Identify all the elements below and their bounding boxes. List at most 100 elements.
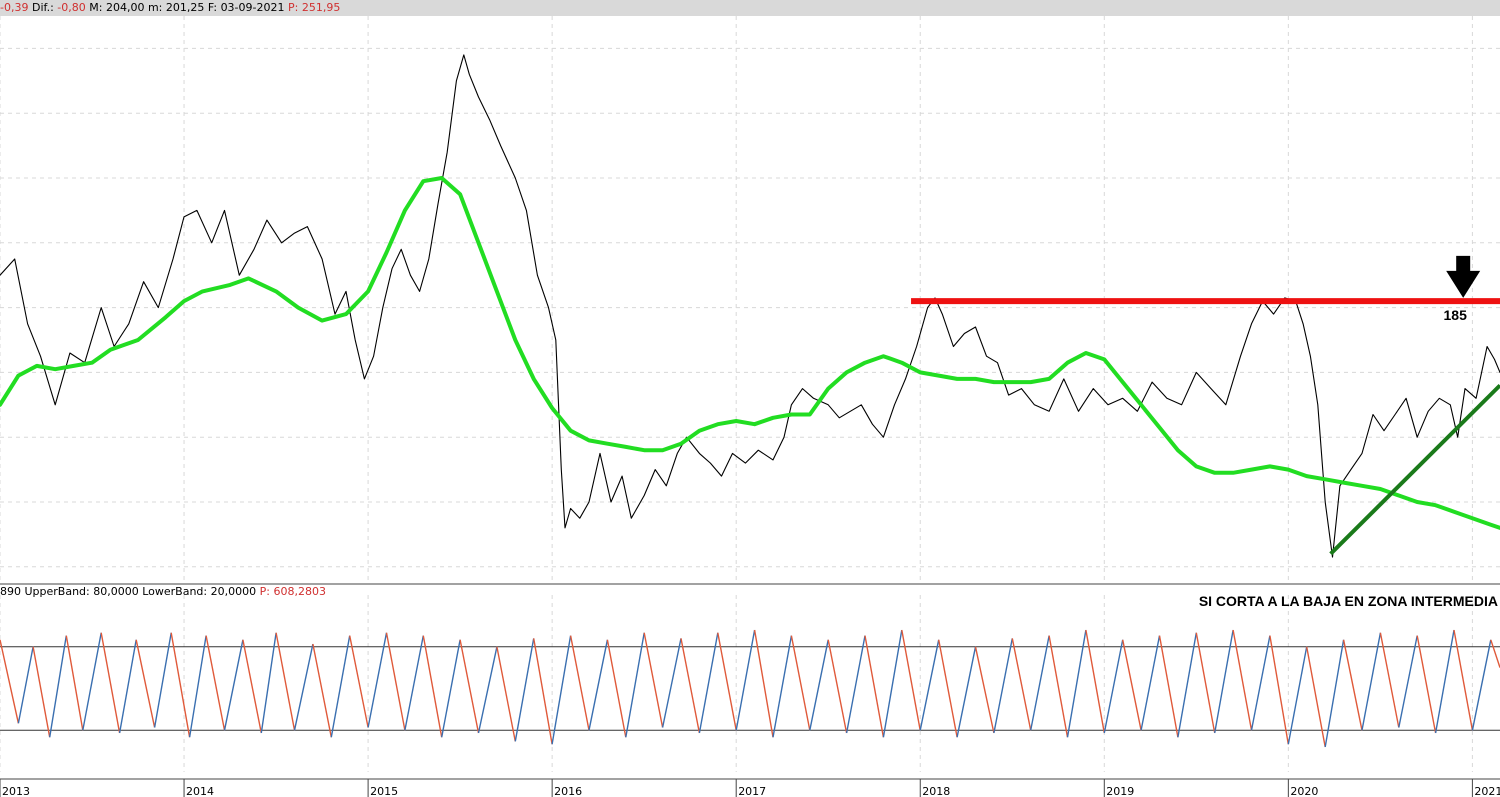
oscillator-segment (1490, 639, 1500, 668)
annotations-group (911, 255, 1500, 556)
x-tick-label: 2021 (1474, 785, 1500, 797)
oscillator-segment (533, 638, 553, 745)
max-value: 204,00 (105, 1, 145, 14)
oscillator-segment (1103, 639, 1124, 734)
oscillator-segment (1158, 635, 1179, 738)
oscillator-segment (82, 632, 102, 731)
oscillator-segment (242, 639, 262, 734)
max-label: M: (89, 1, 103, 14)
oscillator-segment (330, 635, 351, 738)
oscillator-segment (17, 646, 34, 724)
oscillator-segment (1140, 635, 1161, 731)
oscillator-segment (882, 629, 903, 738)
oscillator-segment (404, 635, 424, 731)
oscillator-grid (0, 595, 1500, 780)
oscillator-segment (477, 646, 498, 734)
oscillator-segment (1416, 635, 1437, 734)
variation-value: -0,39 (0, 1, 29, 14)
arrow-label: 185 (1444, 307, 1468, 323)
oscillator-segment (790, 635, 811, 731)
oscillator-segment (938, 639, 958, 738)
oscillator-segment (1287, 646, 1308, 745)
oscillator-segment (588, 639, 609, 731)
oscillator-segment (1085, 629, 1105, 734)
oscillator-segment (1214, 629, 1234, 734)
oscillator-segment (385, 632, 406, 731)
oscillator-segment (1011, 638, 1032, 731)
oscillator-segment (661, 638, 682, 728)
oscillator-segment (293, 643, 314, 731)
price-label: P: (288, 1, 299, 14)
oscillator-segment (349, 635, 369, 728)
oscillator-segment (1195, 632, 1216, 734)
date-value: 03-09-2021 (220, 1, 285, 14)
oscillator-segment (845, 635, 866, 734)
oscillator-segment (135, 639, 156, 728)
oscillator-segment (1232, 629, 1253, 731)
price-series-group (0, 54, 1500, 558)
oscillator-segment (827, 639, 848, 734)
oscillator-segment (717, 632, 737, 731)
oscillator-segment (205, 635, 226, 731)
oscillator-segment (1398, 635, 1418, 728)
x-tick-label: 2019 (1106, 785, 1134, 797)
price-value: 251,95 (301, 1, 341, 14)
oscillator-segment (1177, 632, 1197, 738)
oscillator-segment (100, 632, 121, 734)
oscillator-segment (993, 638, 1013, 734)
x-axis: 2013 2014 2015 2016 2017 2018 2019 2020 2021 (0, 779, 1500, 797)
oscillator-segment (919, 639, 940, 731)
oscillator-series-group (0, 629, 1500, 748)
date-label: F: (207, 1, 218, 14)
oscillator-segment (809, 639, 829, 731)
x-tick-label: 2013 (2, 785, 30, 797)
oscillator-segment (1471, 639, 1492, 731)
oscillator-segment (65, 635, 84, 731)
oscillator-segment (367, 632, 388, 728)
oscillator-segment (496, 646, 516, 742)
oscillator-segment (569, 635, 590, 731)
min-value: 201,25 (165, 1, 205, 14)
oscillator-segment (514, 638, 535, 742)
support-trendline (1329, 383, 1500, 556)
oscillator-segment (275, 632, 296, 731)
oscillator-segment (643, 632, 664, 728)
oscillator-segment (153, 632, 172, 728)
oscillator-segment (170, 632, 191, 738)
oscillator-segment (223, 639, 244, 731)
x-tick-label: 2020 (1290, 785, 1318, 797)
oscillator-segment (260, 632, 277, 734)
oscillator-segment (1379, 632, 1400, 728)
oscillator-segment (188, 635, 207, 738)
oscillator-segment (753, 629, 774, 738)
oscillator-segment (32, 646, 51, 738)
oscillator-segment (1434, 629, 1455, 734)
x-tick-label: 2016 (554, 785, 582, 797)
x-tick-label: 2015 (370, 785, 398, 797)
oscillator-segment (735, 629, 756, 731)
price-grid (0, 16, 1500, 585)
arrow-down-icon (1446, 255, 1481, 298)
indicator-header: 890 UpperBand: 80,0000 LowerBand: 20,000… (0, 585, 326, 599)
oscillator-segment (698, 632, 719, 734)
oscillator-segment (680, 638, 701, 734)
x-tick-label: 2014 (186, 785, 214, 797)
oscillator-segment (459, 639, 480, 734)
oscillator-segment (901, 629, 921, 731)
oscillator-segment (1250, 635, 1271, 731)
oscillator-segment (551, 635, 572, 745)
oscillator-segment (1048, 635, 1069, 738)
oscillator-segment (0, 639, 20, 724)
oscillator-segment (312, 643, 332, 738)
x-tick-label: 2018 (922, 785, 950, 797)
oscillator-segment (772, 635, 793, 738)
oscillator-segment (1342, 639, 1363, 731)
oscillator-segment (1361, 632, 1382, 731)
oscillator-annotation-text: SI CORTA A LA BAJA EN ZONA INTERMEDIA (1199, 593, 1498, 609)
x-tick-label: 2017 (738, 785, 766, 797)
oscillator-segment (625, 632, 645, 738)
oscillator-segment (441, 639, 461, 738)
oscillator-segment (864, 635, 885, 738)
indicator-p-label: P: (259, 585, 270, 598)
